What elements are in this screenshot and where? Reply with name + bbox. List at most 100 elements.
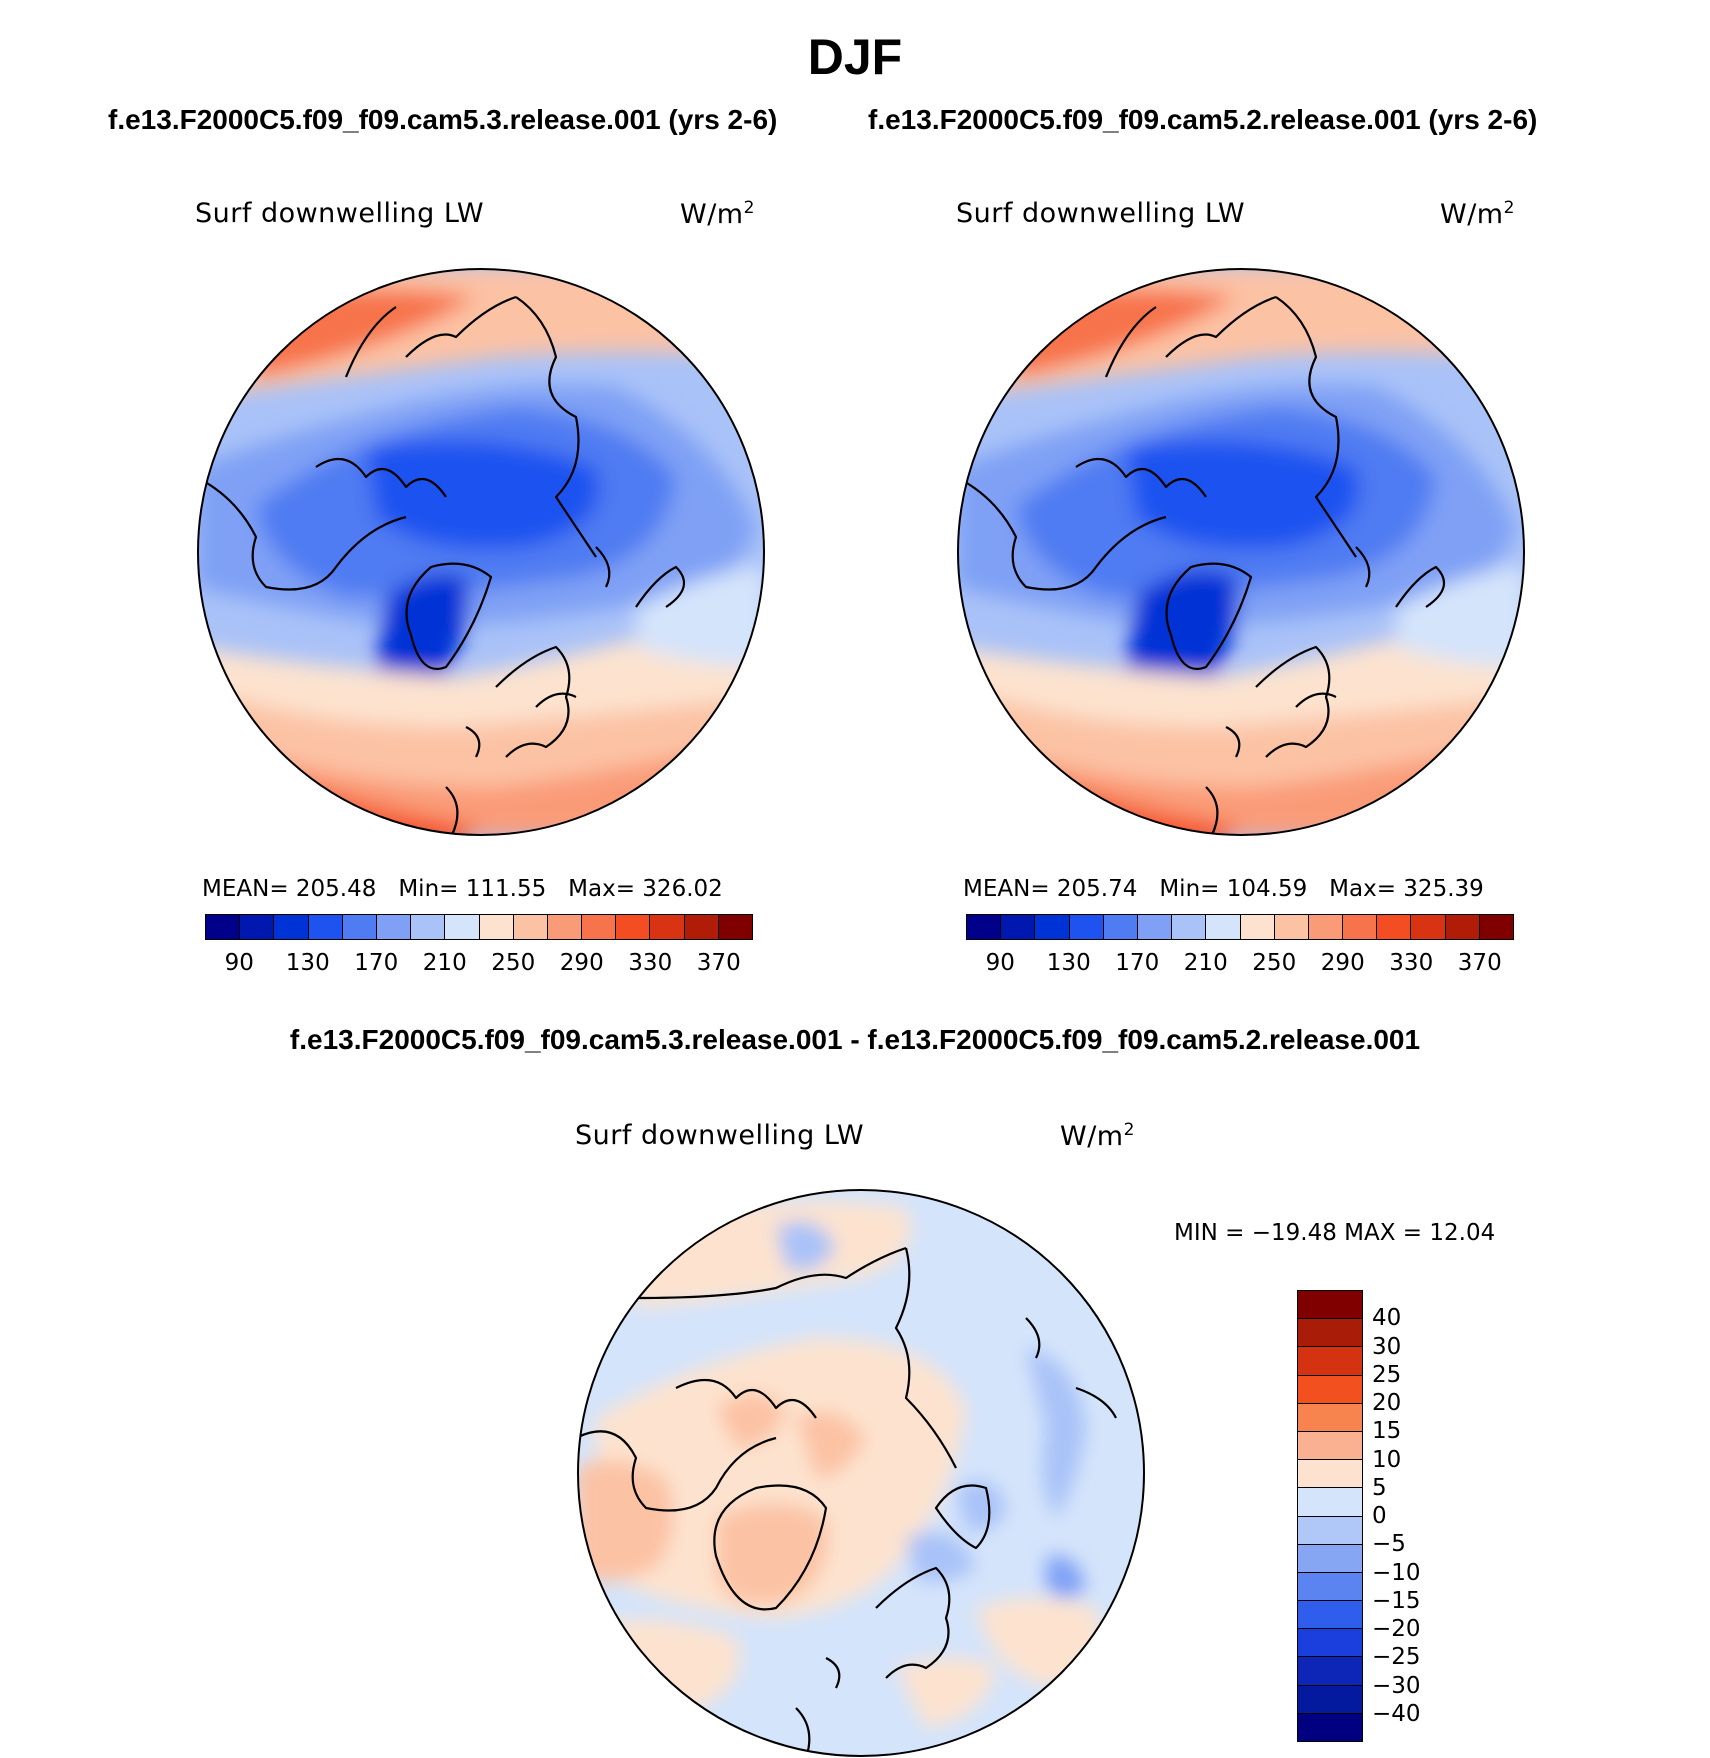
colorbar-swatch [308, 915, 343, 939]
colorbar-swatch [1172, 915, 1207, 939]
colorbar-swatch [1137, 915, 1173, 939]
panel1-colorbar [205, 914, 753, 940]
colorbar-swatch [1343, 915, 1378, 939]
colorbar-swatch [1298, 1319, 1362, 1348]
colorbar-swatch [1479, 915, 1513, 939]
colorbar-swatch [967, 915, 1002, 939]
colorbar-swatch [650, 915, 685, 939]
colorbar-swatch [1298, 1460, 1362, 1489]
colorbar-tick-label: −10 [1372, 1559, 1421, 1586]
panel2-polar-map [957, 268, 1525, 836]
panel1-stats: MEAN= 205.48 Min= 111.55 Max= 326.02 [202, 876, 723, 902]
colorbar-tick-label: −30 [1372, 1672, 1421, 1699]
colorbar-tick-label: 170 [1115, 950, 1160, 976]
difference-title: f.e13.F2000C5.f09_f09.cam5.3.release.001… [289, 1024, 1421, 1055]
panel1-colorbar-ticks: 90 130 170 210 250 290 330 370 [205, 950, 753, 980]
colorbar-tick-label: 25 [1372, 1361, 1402, 1388]
colorbar-tick-label: 170 [354, 950, 399, 976]
colorbar-swatch [445, 915, 480, 939]
colorbar-swatch [1445, 915, 1480, 939]
colorbar-tick-label: 330 [628, 950, 673, 976]
colorbar-tick-label: 290 [1320, 950, 1365, 976]
panel2-colorbar-ticks: 90 130 170 210 250 290 330 370 [966, 950, 1514, 980]
colorbar-tick-label: 20 [1372, 1390, 1402, 1416]
colorbar-swatch [1035, 915, 1070, 939]
colorbar-tick-label: 90 [224, 950, 254, 976]
colorbar-tick-label: 5 [1372, 1474, 1387, 1501]
colorbar-swatch [1377, 915, 1412, 939]
colorbar-tick-label: 210 [422, 950, 467, 976]
colorbar-tick-label: 370 [696, 950, 741, 976]
control-case-title: f.e13.F2000C5.f09_f09.cam5.2.release.001… [868, 104, 1538, 135]
colorbar-swatch [684, 915, 719, 939]
colorbar-tick-label: 250 [491, 950, 536, 976]
diff-variable-label: Surf downwelling LW [575, 1120, 865, 1151]
colorbar-tick-label: 130 [285, 950, 330, 976]
colorbar-swatch [479, 915, 514, 939]
colorbar-tick-label: 290 [559, 950, 604, 976]
colorbar-swatch [1298, 1431, 1362, 1461]
colorbar-swatch [240, 915, 275, 939]
difference-colorbar-ticks: 40 30 25 20 15 10 5 0 −5 −10 −15 −20 −25 −30 −40 [1372, 1290, 1452, 1742]
test-case-title: f.e13.F2000C5.f09_f09.cam5.3.release.001… [108, 104, 778, 135]
colorbar-tick-label: 90 [985, 950, 1015, 976]
colorbar-swatch [1298, 1375, 1362, 1404]
colorbar-tick-label: −15 [1372, 1587, 1421, 1614]
colorbar-swatch [1001, 915, 1036, 939]
panel1-units-label: W/m2 [680, 198, 755, 230]
colorbar-swatch [1298, 1516, 1362, 1545]
colorbar-swatch [1308, 915, 1344, 939]
panel2-variable-label: Surf downwelling LW [956, 198, 1246, 229]
colorbar-tick-label: 250 [1252, 950, 1297, 976]
diff-units-label: W/m2 [1060, 1120, 1135, 1152]
colorbar-tick-label: 330 [1389, 950, 1434, 976]
difference-polar-map [577, 1189, 1145, 1757]
colorbar-swatch [547, 915, 583, 939]
colorbar-swatch [1411, 915, 1446, 939]
colorbar-swatch [1298, 1572, 1362, 1602]
colorbar-swatch [342, 915, 377, 939]
colorbar-tick-label: 130 [1046, 950, 1091, 976]
colorbar-swatch [616, 915, 651, 939]
colorbar-swatch [1298, 1657, 1362, 1686]
colorbar-swatch [376, 915, 412, 939]
colorbar-swatch [206, 915, 241, 939]
colorbar-swatch [1298, 1488, 1362, 1517]
colorbar-tick-label: 370 [1457, 950, 1502, 976]
colorbar-tick-label: −25 [1372, 1644, 1421, 1671]
panel2-colorbar [966, 914, 1514, 940]
colorbar-tick-label: −40 [1372, 1700, 1421, 1727]
colorbar-swatch [1298, 1601, 1362, 1630]
colorbar-swatch [1274, 915, 1309, 939]
colorbar-swatch [513, 915, 548, 939]
colorbar-tick-label: 210 [1183, 950, 1228, 976]
colorbar-tick-label: 40 [1372, 1305, 1402, 1332]
panel1-variable-label: Surf downwelling LW [195, 198, 485, 229]
colorbar-swatch [1298, 1629, 1362, 1658]
colorbar-swatch [1240, 915, 1275, 939]
colorbar-swatch [1298, 1347, 1362, 1376]
difference-colorbar [1297, 1290, 1363, 1742]
colorbar-tick-label: −20 [1372, 1616, 1421, 1642]
colorbar-swatch [1069, 915, 1104, 939]
colorbar-tick-label: 10 [1372, 1446, 1402, 1473]
colorbar-swatch [1206, 915, 1241, 939]
colorbar-swatch [1298, 1291, 1362, 1320]
colorbar-tick-label: 0 [1372, 1503, 1387, 1529]
colorbar-swatch [1298, 1713, 1362, 1741]
panel2-units-label: W/m2 [1440, 198, 1515, 230]
colorbar-swatch [1103, 915, 1138, 939]
colorbar-swatch [274, 915, 309, 939]
colorbar-swatch [1298, 1685, 1362, 1714]
panel1-polar-map [197, 268, 765, 836]
colorbar-swatch [1298, 1544, 1362, 1573]
panel2-stats: MEAN= 205.74 Min= 104.59 Max= 325.39 [963, 876, 1484, 902]
colorbar-swatch [582, 915, 617, 939]
colorbar-tick-label: 30 [1372, 1333, 1402, 1360]
season-title: DJF [807, 29, 903, 85]
colorbar-swatch [411, 915, 446, 939]
colorbar-tick-label: 15 [1372, 1418, 1402, 1445]
diff-minmax: MIN = −19.48 MAX = 12.04 [1174, 1220, 1496, 1246]
colorbar-swatch [1298, 1403, 1362, 1432]
colorbar-tick-label: −5 [1372, 1531, 1406, 1558]
